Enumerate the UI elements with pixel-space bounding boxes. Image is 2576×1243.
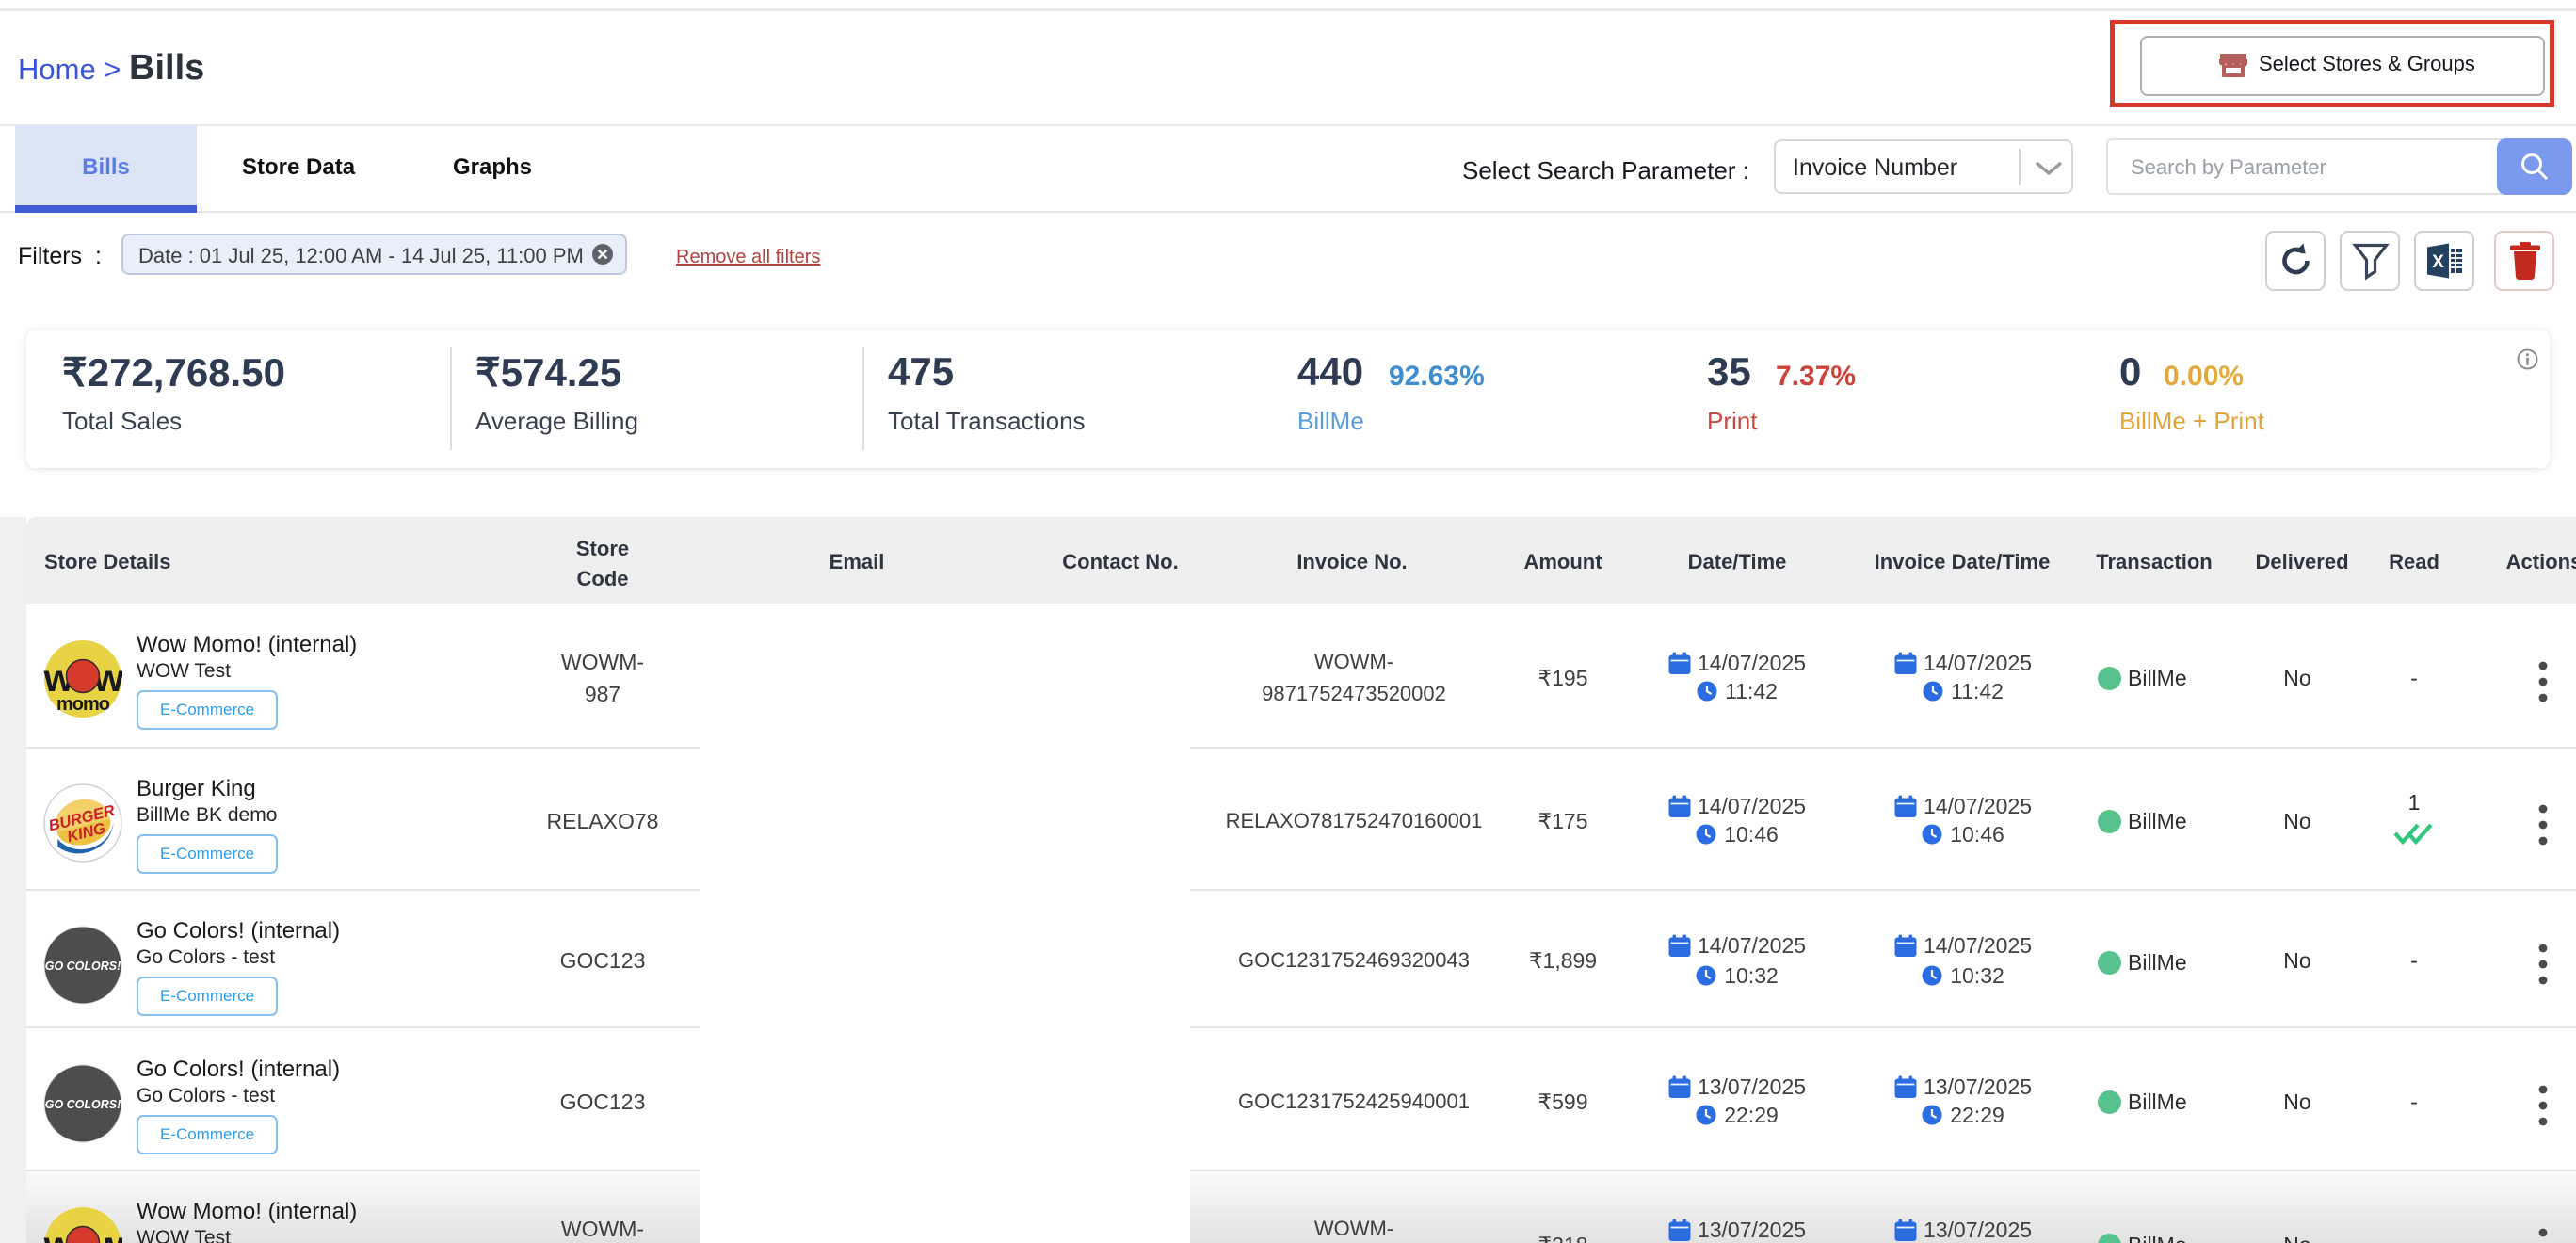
svg-text:momo: momo: [56, 694, 110, 715]
svg-text:GO COLORS!: GO COLORS!: [45, 1098, 121, 1111]
svg-text:GO COLORS!: GO COLORS!: [45, 960, 121, 973]
svg-text:X: X: [2432, 252, 2444, 272]
